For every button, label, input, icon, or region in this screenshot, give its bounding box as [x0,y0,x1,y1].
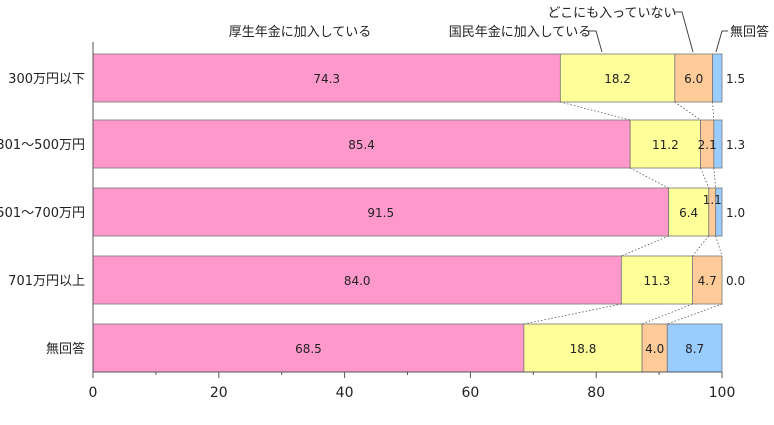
bar-segment-3-2 [692,255,723,305]
connector-line [560,101,631,121]
value-label: 85.4 [348,138,375,152]
legend-label: 国民年金に加入している [449,24,592,40]
bar-segment-3-1 [620,255,693,305]
value-label: 11.3 [644,274,671,288]
value-label: 2.1 [698,138,717,152]
value-label: 18.8 [570,342,597,356]
bar-segment-0-0 [92,53,561,103]
bar-segment-0-2 [674,53,713,103]
legend-label: 厚生年金に加入している [229,24,372,40]
connector-line [712,101,715,121]
value-label: 1.3 [726,138,745,152]
bar-segment-0-1 [559,53,676,103]
x-tick-label: 0 [89,385,98,401]
bar-segment-2-0 [92,187,669,237]
value-label: 0.0 [726,274,745,288]
connector-line [700,167,710,189]
x-tick-label: 40 [336,385,354,401]
x-tick-label: 80 [587,385,605,401]
legend-leader-line [674,11,694,53]
value-label: 1.1 [703,193,722,207]
legend-leader-line [715,30,728,53]
value-label: 84.0 [344,274,371,288]
bar-segment-0-3 [712,53,723,103]
value-label: 11.2 [652,138,679,152]
value-label: 8.7 [685,342,704,356]
connector-line [523,303,622,325]
value-label: 4.7 [698,274,717,288]
value-label: 4.0 [645,342,664,356]
bar-segment-3-0 [92,255,622,305]
value-label: 6.4 [679,206,698,220]
x-tick-label: 20 [210,385,228,401]
category-label: 300万円以下 [8,72,85,87]
bar-segment-4-0 [92,323,525,373]
bar-segment-4-3 [666,323,723,373]
category-label: 301～500万円 [0,138,85,153]
value-label: 18.2 [604,72,631,86]
legend-leader-line [588,30,603,53]
legend-label: どこにも入っていない [548,6,677,21]
bar-segment-1-3 [713,119,723,169]
value-label: 1.0 [726,206,745,220]
category-label: 501～700万円 [0,206,85,221]
connector-line [641,303,693,325]
bar-segment-2-1 [668,187,710,237]
value-label: 91.5 [367,206,394,220]
category-label: 701万円以上 [8,274,85,289]
connector-line [674,101,701,121]
connector-line [629,167,669,189]
connector-line [692,235,710,257]
x-tick-label: 60 [461,385,479,401]
value-label: 74.3 [313,72,340,86]
bar-segment-2-3 [715,187,723,237]
x-tick-label: 100 [709,385,736,401]
legend-label: 無回答 [730,24,769,40]
value-label: 1.5 [726,72,745,86]
bar-segment-4-1 [523,323,643,373]
connector-line [713,167,717,189]
category-label: 無回答 [46,341,85,357]
connector-line [667,303,723,325]
value-label: 68.5 [295,342,322,356]
connector-line [621,235,669,257]
value-label: 6.0 [684,72,703,86]
bar-segment-1-0 [92,119,631,169]
connector-line [715,235,723,257]
bar-segment-1-1 [629,119,702,169]
